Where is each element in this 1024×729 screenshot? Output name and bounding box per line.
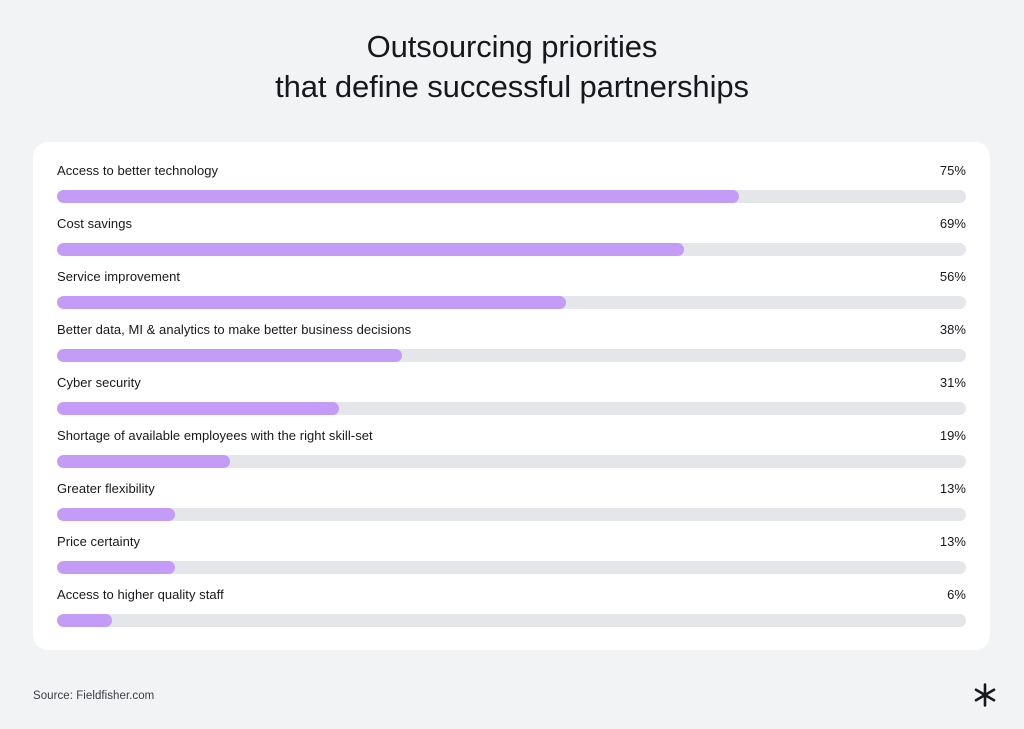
bar-row-value: 13%: [939, 534, 966, 549]
bar-row-label: Access to better technology: [57, 163, 219, 178]
bar-track: [57, 614, 966, 627]
bar-row-value: 13%: [939, 481, 966, 496]
bar-row-value: 19%: [939, 428, 966, 443]
bar-row: Service improvement 56%: [57, 267, 966, 320]
bar-row-value: 56%: [939, 269, 966, 284]
bar-row-header: Service improvement 56%: [57, 267, 966, 287]
bar-row-label: Greater flexibility: [57, 481, 155, 496]
bar-row-label: Better data, MI & analytics to make bett…: [57, 322, 412, 337]
bar-row: Price certainty 13%: [57, 532, 966, 585]
bar-fill: [57, 455, 230, 468]
bar-track: [57, 561, 966, 574]
bar-row-header: Access to better technology 75%: [57, 161, 966, 181]
bar-row-header: Better data, MI & analytics to make bett…: [57, 320, 966, 340]
bar-row: Shortage of available employees with the…: [57, 426, 966, 479]
bar-row-label: Access to higher quality staff: [57, 587, 224, 602]
bar-track: [57, 349, 966, 362]
bar-row-header: Shortage of available employees with the…: [57, 426, 966, 446]
bar-row-label: Shortage of available employees with the…: [57, 428, 373, 443]
page-title: Outsourcing priorities that define succe…: [0, 0, 1024, 107]
bar-row: Cyber security 31%: [57, 373, 966, 426]
bar-track: [57, 243, 966, 256]
bar-row-label: Service improvement: [57, 269, 181, 284]
bar-track: [57, 190, 966, 203]
bar-row-label: Cost savings: [57, 216, 133, 231]
bar-track: [57, 296, 966, 309]
bar-row: Access to better technology 75%: [57, 161, 966, 214]
bar-fill: [57, 243, 685, 256]
bar-row: Greater flexibility 13%: [57, 479, 966, 532]
bar-row-header: Cyber security 31%: [57, 373, 966, 393]
bar-fill: [57, 614, 112, 627]
bar-row-value: 69%: [939, 216, 966, 231]
bar-row-header: Cost savings 69%: [57, 214, 966, 234]
bar-row-value: 38%: [939, 322, 966, 337]
page-title-line-2: that define successful partnerships: [275, 69, 749, 104]
chart-footer: Source: Fieldfisher.com: [33, 683, 1000, 710]
bar-fill: [57, 508, 176, 521]
bar-track: [57, 455, 966, 468]
bar-row: Cost savings 69%: [57, 214, 966, 267]
bar-row: Access to higher quality staff 6%: [57, 585, 966, 638]
bar-track: [57, 402, 966, 415]
chart-card: Access to better technology 75% Cost savin…: [33, 142, 990, 650]
bar-fill: [57, 190, 739, 203]
bar-row-header: Price certainty 13%: [57, 532, 966, 552]
bar-track: [57, 508, 966, 521]
bar-row-header: Greater flexibility 13%: [57, 479, 966, 499]
bar-chart: Access to better technology 75% Cost savin…: [57, 142, 966, 638]
bar-fill: [57, 402, 339, 415]
page-title-line-1: Outsourcing priorities: [366, 29, 658, 64]
bar-row-value: 6%: [947, 587, 966, 602]
bar-fill: [57, 349, 403, 362]
bar-row-label: Price certainty: [57, 534, 141, 549]
bar-row-value: 31%: [939, 375, 966, 390]
bar-fill: [57, 561, 176, 574]
bar-row-value: 75%: [939, 163, 966, 178]
source-label: Source: Fieldfisher.com: [33, 690, 155, 702]
bar-row: Better data, MI & analytics to make bett…: [57, 320, 966, 373]
bar-fill: [57, 296, 567, 309]
asterisk-star-icon: [970, 680, 1000, 710]
bar-row-label: Cyber security: [57, 375, 141, 390]
bar-row-header: Access to higher quality staff 6%: [57, 585, 966, 605]
